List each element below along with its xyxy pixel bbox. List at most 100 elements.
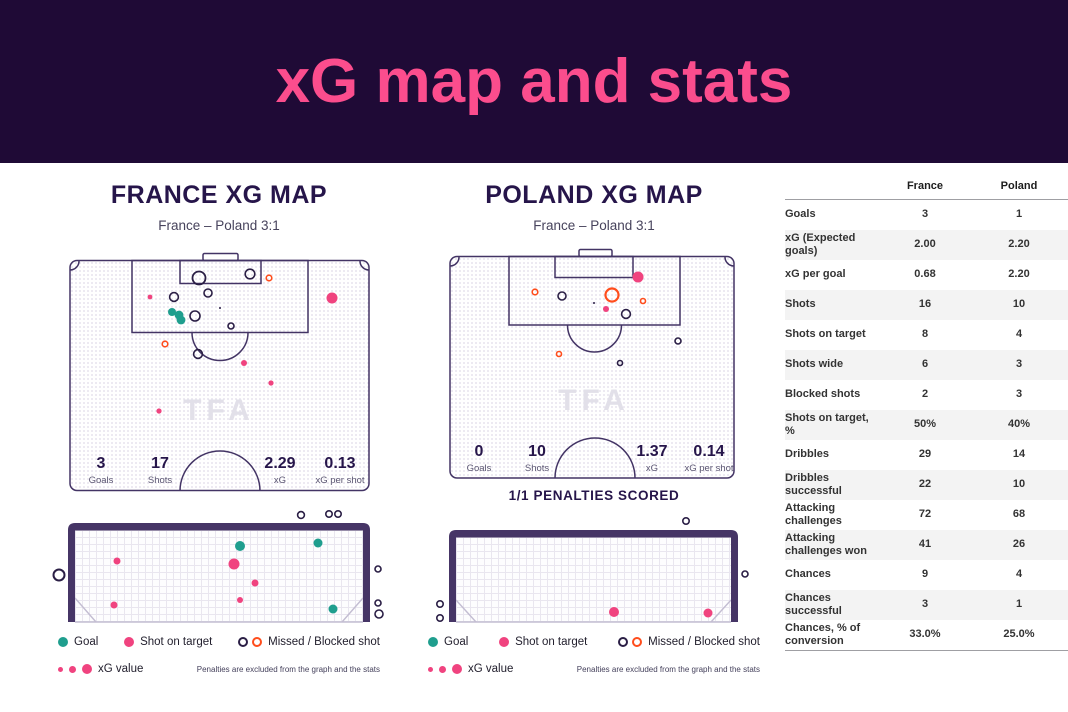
- france-goalmouth-chart: [52, 509, 384, 623]
- shots-layer: [52, 509, 384, 619]
- table-row: xG per goal 0.68 2.20: [785, 260, 1068, 290]
- xg-medium-dot-icon: [69, 665, 76, 673]
- shot-marker-shot_on_target: [632, 271, 644, 283]
- metric-label: Chances: [785, 568, 831, 581]
- xg-medium-dot-icon: [439, 665, 446, 673]
- shot-marker-shot_on_target: [228, 558, 240, 570]
- shot-marker-shot_on_target: [268, 380, 274, 386]
- penalty-box: [131, 259, 309, 334]
- xg-small-dot-icon: [428, 666, 433, 672]
- six-yard-box: [554, 255, 634, 279]
- shots-layer: [147, 268, 338, 414]
- shot-marker-blocked: [531, 288, 539, 296]
- poland-stat-goals: 0 Goals: [466, 443, 492, 475]
- metric-label: Shots on target, %: [785, 411, 869, 437]
- poland-pitch-chart: [449, 248, 735, 479]
- poland-value: 3: [1015, 358, 1023, 371]
- table-row: Chances, % of conversion 33.0% 25.0%: [785, 620, 1068, 651]
- metric-label: Dribbles successful: [785, 471, 842, 497]
- france-map-subtitle: France – Poland 3:1: [158, 218, 280, 233]
- shot-marker-missed: [244, 268, 256, 280]
- metric-label: Dribbles: [785, 448, 830, 461]
- xg-small-dot-icon: [58, 666, 63, 672]
- france-value: 9: [921, 568, 929, 581]
- france-map-title: FRANCE XG MAP: [110, 181, 328, 209]
- legend-shot-on-target: Shot on target: [499, 636, 587, 648]
- shot-marker-missed: [374, 609, 384, 619]
- poland-column-header: Poland: [970, 176, 1068, 200]
- missed-ring-icon: [238, 637, 249, 647]
- legend-goal: Goal: [428, 636, 468, 648]
- shot-marker-shot_on_target: [326, 292, 338, 304]
- penalties-excluded-note: Penalties are excluded from the graph an…: [196, 664, 380, 674]
- shot-marker-blocked: [555, 350, 563, 358]
- shot-marker-missed: [203, 288, 213, 298]
- metric-label: Chances successful: [785, 591, 842, 617]
- legend-missed-blocked: Missed / Blocked shot: [618, 636, 760, 648]
- poland-value: 2.20: [1008, 238, 1030, 251]
- penalty-arc: [191, 332, 249, 362]
- table-row: Attacking challenges won 41 26: [785, 530, 1068, 560]
- shot-marker-shot_on_target: [251, 579, 259, 587]
- table-row: Shots on target 8 4: [785, 320, 1068, 350]
- france-value: 16: [918, 298, 932, 311]
- shot-marker-missed: [616, 359, 624, 367]
- france-value: 50%: [913, 418, 937, 431]
- tfa-watermark: TFA: [558, 384, 630, 417]
- shot-marker-missed: [227, 322, 235, 330]
- france-value: 0.68: [914, 268, 936, 281]
- shot-dot-icon: [499, 637, 510, 647]
- poland-stat-xg-per-shot: 0.14 xG per shot: [684, 443, 734, 475]
- table-row: Blocked shots 2 3: [785, 380, 1068, 410]
- poland-map-subtitle: France – Poland 3:1: [533, 218, 655, 233]
- net-fold: [341, 597, 364, 623]
- shot-marker-goal: [313, 538, 323, 548]
- shot-marker-shot_on_target: [147, 294, 153, 300]
- poland-value: 14: [1012, 448, 1026, 461]
- france-value: 3: [921, 598, 929, 611]
- shot-marker-missed: [374, 565, 382, 573]
- goal-marker: [202, 252, 239, 262]
- france-value: 22: [918, 478, 932, 491]
- france-pitch-chart: [69, 252, 370, 492]
- table-row: Dribbles 29 14: [785, 440, 1068, 470]
- penalty-box: [508, 255, 681, 326]
- shot-marker-missed: [674, 337, 682, 345]
- shot-marker-shot_on_target: [609, 607, 619, 617]
- stats-table: France Poland Goals 3 1 xG (Expected goa…: [785, 176, 1068, 651]
- poland-value: 3: [1015, 388, 1023, 401]
- shot-marker-goal: [235, 541, 245, 551]
- metric-label: xG (Expected goals): [785, 231, 856, 257]
- centre-circle: [179, 450, 261, 492]
- metric-label: Blocked shots: [785, 388, 861, 401]
- metric-label: Chances, % of conversion: [785, 621, 861, 647]
- shot-marker-missed: [436, 614, 445, 623]
- france-stat-shots: 17 Shots: [147, 455, 173, 487]
- net-fold: [710, 599, 732, 623]
- shot-marker-missed: [436, 600, 445, 609]
- net-fold: [74, 597, 97, 623]
- shot-marker-missed: [191, 270, 207, 286]
- centre-circle: [554, 437, 636, 479]
- poland-pitch-background: [450, 257, 734, 478]
- france-stat-xg: 2.29 xG: [264, 455, 296, 487]
- metric-column-header: [785, 176, 880, 200]
- table-row: Shots on target, % 50% 40%: [785, 410, 1068, 440]
- corner-arc: [359, 260, 370, 271]
- goal-marker: [578, 248, 613, 258]
- legend-goal: Goal: [58, 636, 98, 648]
- shot-marker-shot_on_target: [603, 306, 609, 312]
- poland-value: 2.20: [1008, 268, 1030, 281]
- france-goal-net: [75, 530, 363, 622]
- shot-marker-missed: [557, 291, 567, 301]
- shot-marker-blocked: [161, 340, 169, 348]
- tfa-watermark: TFA: [183, 394, 255, 427]
- shot-marker-missed: [324, 509, 333, 519]
- table-row: Shots 16 10: [785, 290, 1068, 320]
- shot-marker-blocked: [265, 274, 273, 282]
- shot-marker-missed: [333, 509, 342, 519]
- shot-marker-missed: [296, 510, 306, 520]
- shot-marker-goal: [168, 308, 176, 316]
- shot-marker-missed: [192, 348, 204, 360]
